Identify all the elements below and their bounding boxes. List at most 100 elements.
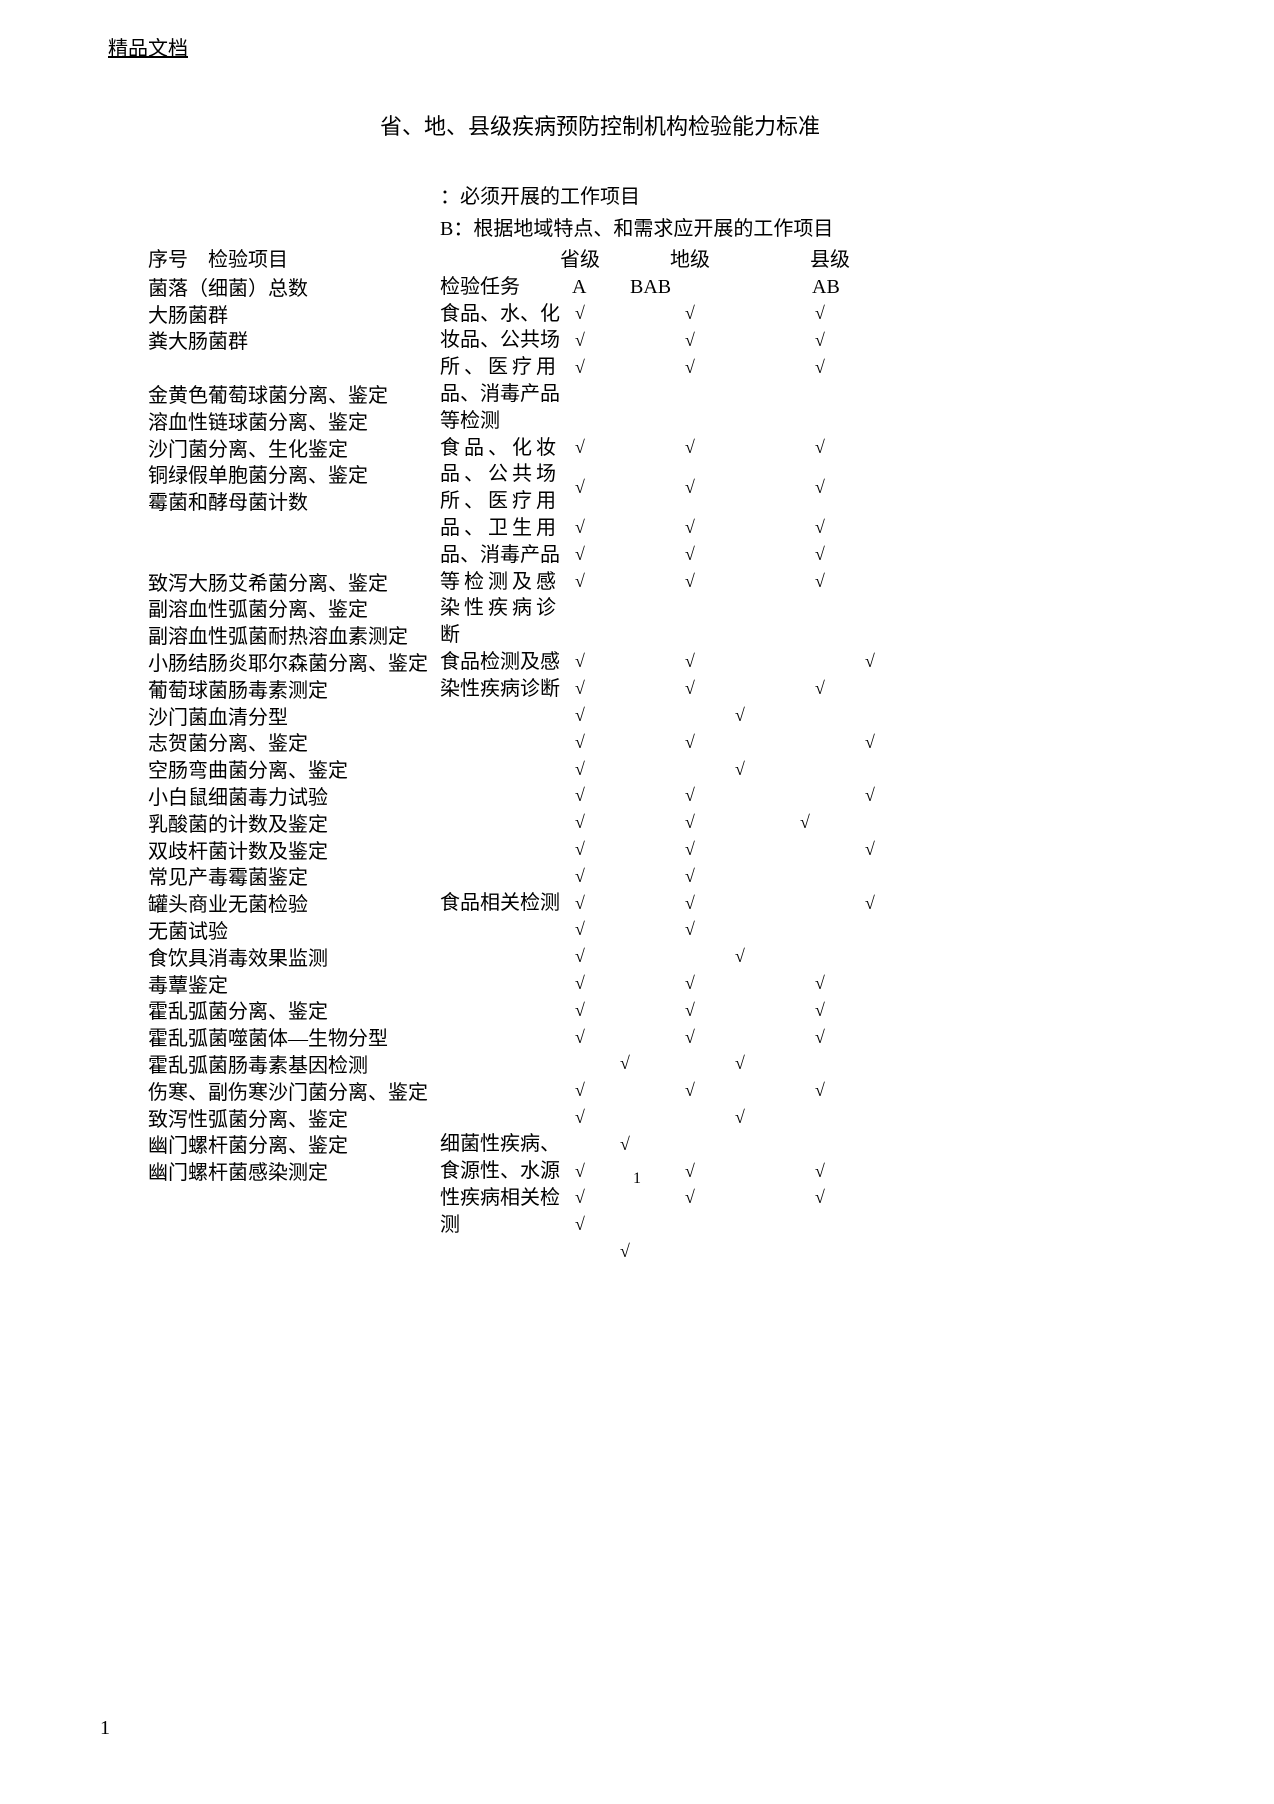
item-row: 致泻大肠艾希菌分离、鉴定 [148,571,440,598]
check-mark: √ [575,328,585,352]
task-line [440,1105,556,1132]
check-mark: √ [685,1185,695,1209]
task-line: 所、医疗用 [440,354,556,381]
check-mark: √ [865,649,875,673]
check-mark: √ [685,355,695,379]
check-mark: √ [685,810,695,834]
task-line: 染性疾病诊断 [440,676,556,703]
item-row: 霍乱弧菌肠毒素基因检测 [148,1053,440,1080]
task-line [440,917,556,944]
check-mark: √ [685,783,695,807]
doc-header-label: 精品文档 [108,32,1174,61]
task-line [440,971,556,998]
check-mark: √ [685,515,695,539]
task-line: 断 [440,622,556,649]
item-row: 乳酸菌的计数及鉴定 [148,812,440,839]
task-line: 等检测及感 [440,569,556,596]
check-mark: √ [815,1025,825,1049]
item-row: 霉菌和酵母菌计数 [148,490,440,517]
item-row: 小肠结肠炎耶尔森菌分离、鉴定 [148,651,440,678]
task-line: 细菌性疾病、 [440,1131,556,1158]
page-title: 省、地、县级疾病预防控制机构检验能力标准 [320,109,880,141]
check-mark: √ [815,475,825,499]
task-line [440,863,556,890]
check-mark: √ [685,998,695,1022]
legend-a: ：必须开展的工作项目 [440,183,1174,211]
check-mark: √ [575,971,585,995]
ab-county: AB [812,274,840,301]
check-mark: √ [685,1025,695,1049]
item-row: 致泻性弧菌分离、鉴定 [148,1107,440,1134]
check-mark: √ [800,810,810,834]
check-mark: √ [575,1105,585,1129]
task-line: 染性疾病诊 [440,595,556,622]
level-province: 省级 [560,247,600,274]
check-mark: √ [685,649,695,673]
item-row: 金黄色葡萄球菌分离、鉴定 [148,383,440,410]
check-mark: √ [620,1051,630,1075]
check-mark: √ [685,971,695,995]
items-column: 序号 检验项目 菌落（细菌）总数大肠菌群粪大肠菌群 金黄色葡萄球菌分离、鉴定溶血… [148,247,440,1238]
task-line [440,729,556,756]
task-line: 食品相关检测 [440,890,556,917]
check-mark: √ [575,542,585,566]
item-row: 沙门菌分离、生化鉴定 [148,437,440,464]
check-mark: √ [735,1051,745,1075]
item-row: 伤寒、副伤寒沙门菌分离、鉴定 [148,1080,440,1107]
check-mark: √ [685,1078,695,1102]
check-mark: √ [815,998,825,1022]
item-row: 菌落（细菌）总数 [148,276,440,303]
check-mark: √ [575,569,585,593]
check-mark: √ [575,917,585,941]
check-mark: √ [815,542,825,566]
check-mark: √ [575,783,585,807]
task-line: 品、消毒产品 [440,381,556,408]
task-line [440,756,556,783]
check-mark: √ [575,837,585,861]
marks-area: 省级 地级 县级 A BAB AB √√√√√√√√√√√√√√√√√√√√√√… [560,247,1174,1238]
task-line [440,703,556,730]
check-mark: √ [575,435,585,459]
task-line: 品、消毒产品 [440,542,556,569]
check-mark: √ [685,676,695,700]
level-county: 县级 [810,247,850,274]
check-mark: √ [575,355,585,379]
check-mark: √ [815,328,825,352]
check-mark: √ [735,757,745,781]
check-mark: √ [575,1078,585,1102]
item-row: 常见产毒霉菌鉴定 [148,865,440,892]
check-mark: √ [685,730,695,754]
check-mark: √ [865,730,875,754]
task-line: 品、公共场 [440,461,556,488]
task-line: 食品检测及感 [440,649,556,676]
item-row: 大肠菌群 [148,303,440,330]
check-mark: √ [575,475,585,499]
check-mark: √ [575,730,585,754]
task-line: 食品、水、化 [440,301,556,328]
item-row: 幽门螺杆菌分离、鉴定 [148,1133,440,1160]
item-row: 副溶血性弧菌耐热溶血素测定 [148,624,440,651]
item-row: 粪大肠菌群 [148,329,440,356]
item-row: 双歧杆菌计数及鉴定 [148,839,440,866]
item-row: 铜绿假单胞菌分离、鉴定 [148,463,440,490]
check-mark: √ [815,1185,825,1209]
task-line: 检验任务 [440,274,556,301]
item-row [148,356,440,383]
task-line: 妆品、公共场 [440,327,556,354]
content-area: 序号 检验项目 菌落（细菌）总数大肠菌群粪大肠菌群 金黄色葡萄球菌分离、鉴定溶血… [100,247,1174,1238]
check-mark: √ [815,355,825,379]
check-mark: √ [685,328,695,352]
check-mark: √ [575,757,585,781]
task-column: 检验任务食品、水、化妆品、公共场所、医疗用品、消毒产品等检测食品、化妆品、公共场… [440,247,560,1238]
item-row: 毒蕈鉴定 [148,973,440,1000]
item-row: 溶血性链球菌分离、鉴定 [148,410,440,437]
check-mark: √ [865,783,875,807]
check-mark: √ [685,864,695,888]
check-mark: √ [685,891,695,915]
item-row: 罐头商业无菌检验 [148,892,440,919]
item-row: 食饮具消毒效果监测 [148,946,440,973]
task-line: 等检测 [440,408,556,435]
check-mark: √ [575,301,585,325]
check-mark: √ [575,1185,585,1209]
task-line: 品、卫生用 [440,515,556,542]
